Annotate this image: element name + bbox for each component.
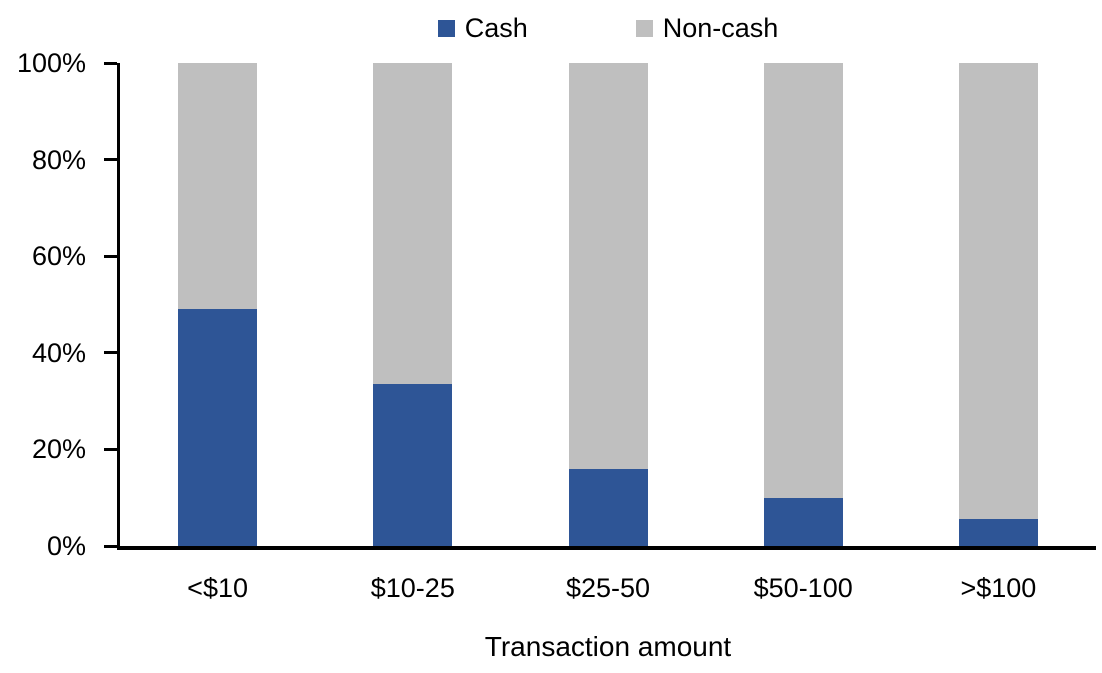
y-axis-line (117, 63, 120, 550)
legend-swatch-cash-icon (437, 20, 455, 37)
y-axis-tick-label: 20% (31, 434, 86, 465)
y-axis-tick-label: 40% (31, 337, 86, 368)
bar-segment-non-cash (178, 63, 258, 310)
y-axis-tick (104, 447, 117, 451)
legend-label-cash: Cash (464, 13, 528, 43)
legend: Cash Non-cash (120, 12, 1096, 45)
legend-label-non-cash: Non-cash (662, 13, 779, 43)
legend-item-cash: Cash (437, 12, 528, 45)
x-axis-category-label: $25-50 (565, 573, 651, 603)
bar-1 (178, 63, 258, 546)
y-axis-tick-label: 0% (46, 531, 86, 561)
bar-4 (763, 63, 843, 546)
bar-3 (568, 63, 648, 546)
plot-area: 0% 20% 40% 60% 80% 100% <$10 $10-25 $25-50 $50-10… (17, 48, 1096, 603)
y-axis-tick (104, 254, 117, 258)
bar-segment-non-cash (568, 63, 648, 469)
x-axis-category-label: $50-100 (753, 573, 853, 603)
bar-segment-non-cash (763, 63, 843, 498)
bar-segment-cash (568, 468, 648, 546)
bar-segment-non-cash (958, 63, 1038, 520)
bar-segment-cash (178, 309, 258, 546)
bar-5 (958, 63, 1038, 546)
y-axis-tick (104, 351, 117, 355)
bar-segment-cash (958, 519, 1038, 546)
y-axis-tick (104, 544, 117, 548)
x-axis-category-label: >$100 (960, 573, 1037, 603)
x-axis-title: Transaction amount (484, 631, 732, 662)
x-axis-category-label: <$10 (187, 573, 249, 603)
y-axis-tick-label: 80% (31, 144, 86, 175)
y-axis-tick-label: 60% (31, 241, 86, 272)
bar-segment-non-cash (373, 63, 453, 385)
bar-segment-cash (373, 384, 453, 546)
bar-2 (373, 63, 453, 546)
x-axis-category-label: $10-25 (370, 573, 455, 603)
x-axis-line (117, 546, 1096, 550)
y-axis-tick (104, 158, 117, 162)
bar-segment-cash (763, 497, 843, 546)
legend-swatch-non-cash-icon (635, 20, 653, 37)
y-axis-tick (104, 61, 117, 65)
y-axis-tick-label: 100% (16, 48, 86, 78)
legend-item-non-cash: Non-cash (635, 12, 779, 45)
